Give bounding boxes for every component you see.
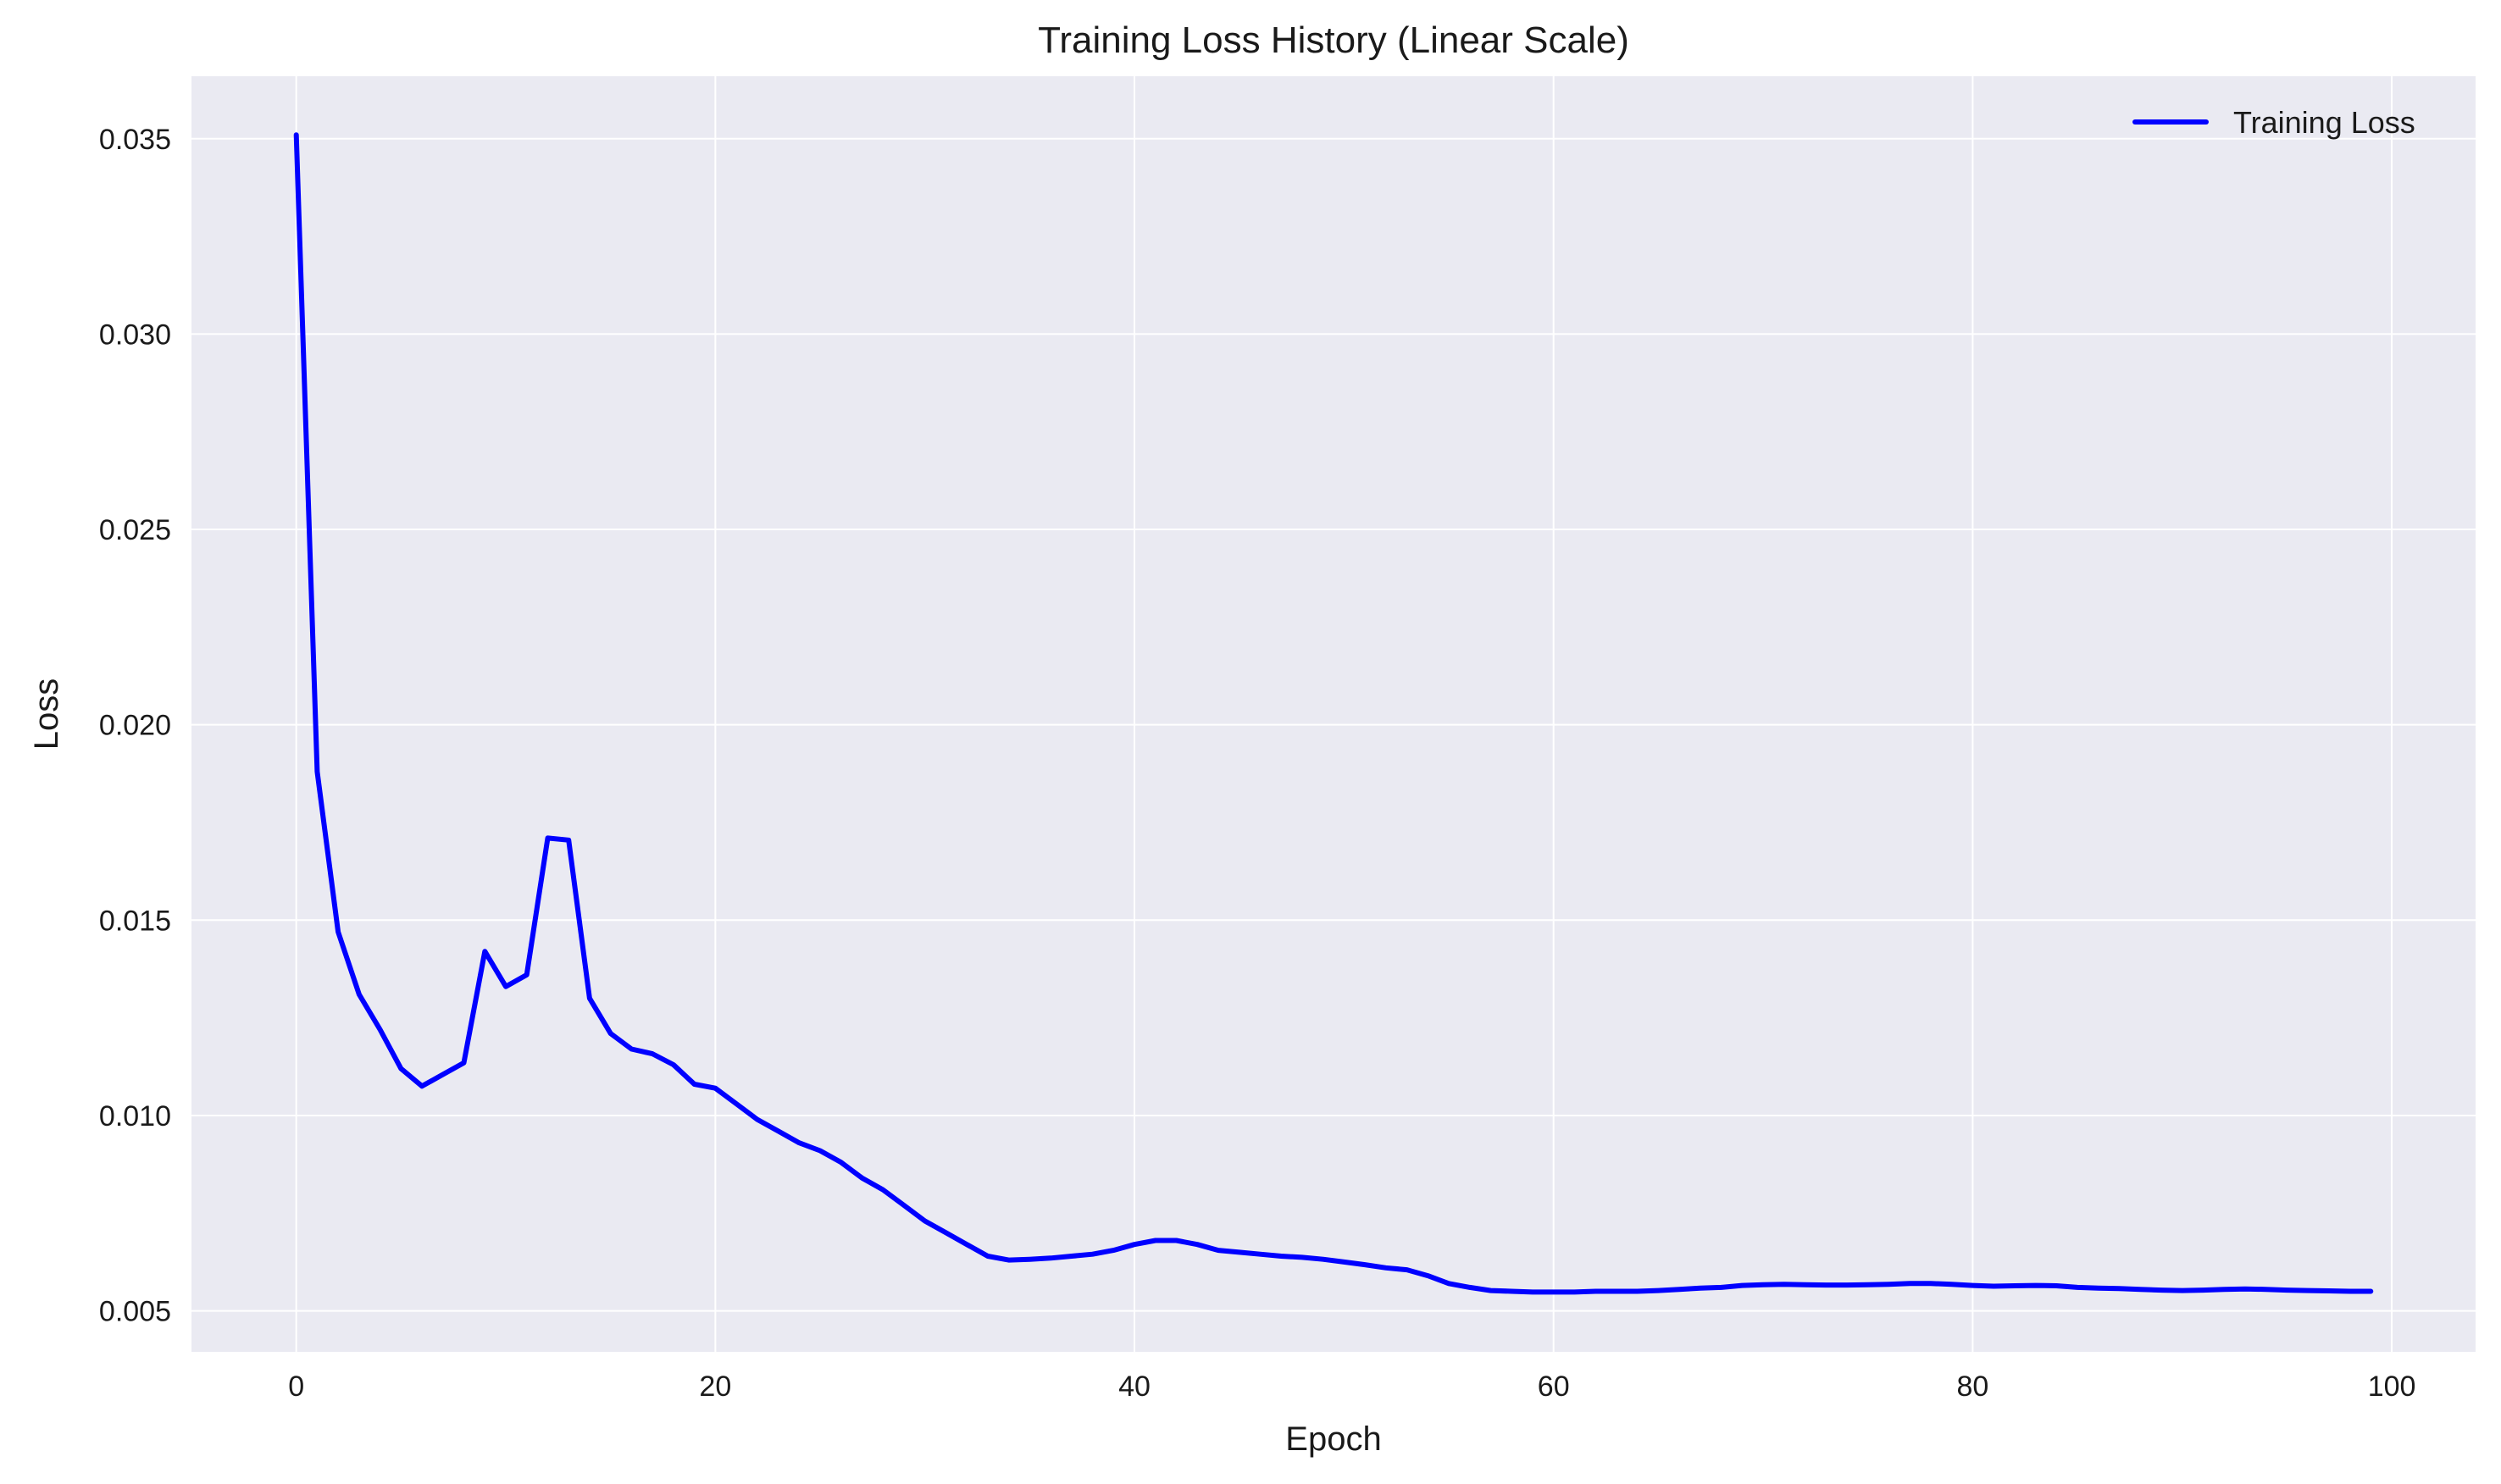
legend: Training Loss <box>2132 105 2415 140</box>
y-tick-label: 0.010 <box>99 1100 171 1132</box>
x-tick-label: 80 <box>1956 1370 1988 1403</box>
x-tick-label: 20 <box>699 1370 731 1403</box>
y-axis-label: Loss <box>28 678 65 750</box>
x-tick-label: 60 <box>1538 1370 1570 1403</box>
y-ticks: 0.005 0.010 0.015 0.020 0.025 0.030 0.035 <box>99 124 171 1328</box>
x-tick-label: 0 <box>288 1370 304 1403</box>
y-tick-label: 0.025 <box>99 514 171 546</box>
y-tick-label: 0.015 <box>99 905 171 937</box>
grid <box>191 76 2476 1352</box>
legend-label-training-loss: Training Loss <box>2233 105 2415 140</box>
y-tick-label: 0.020 <box>99 710 171 742</box>
y-tick-label: 0.035 <box>99 124 171 156</box>
x-ticks: 0 20 40 60 80 100 <box>288 1370 2415 1403</box>
plot-background <box>191 76 2476 1352</box>
x-axis-label: Epoch <box>1285 1420 1381 1458</box>
x-tick-label: 40 <box>1118 1370 1151 1403</box>
y-tick-label: 0.030 <box>99 318 171 351</box>
series-line-training-loss <box>293 132 2374 1295</box>
series-group <box>293 132 2374 1295</box>
y-tick-label: 0.005 <box>99 1296 171 1328</box>
chart-title: Training Loss History (Linear Scale) <box>1038 19 1629 61</box>
x-tick-label: 100 <box>2368 1370 2416 1403</box>
